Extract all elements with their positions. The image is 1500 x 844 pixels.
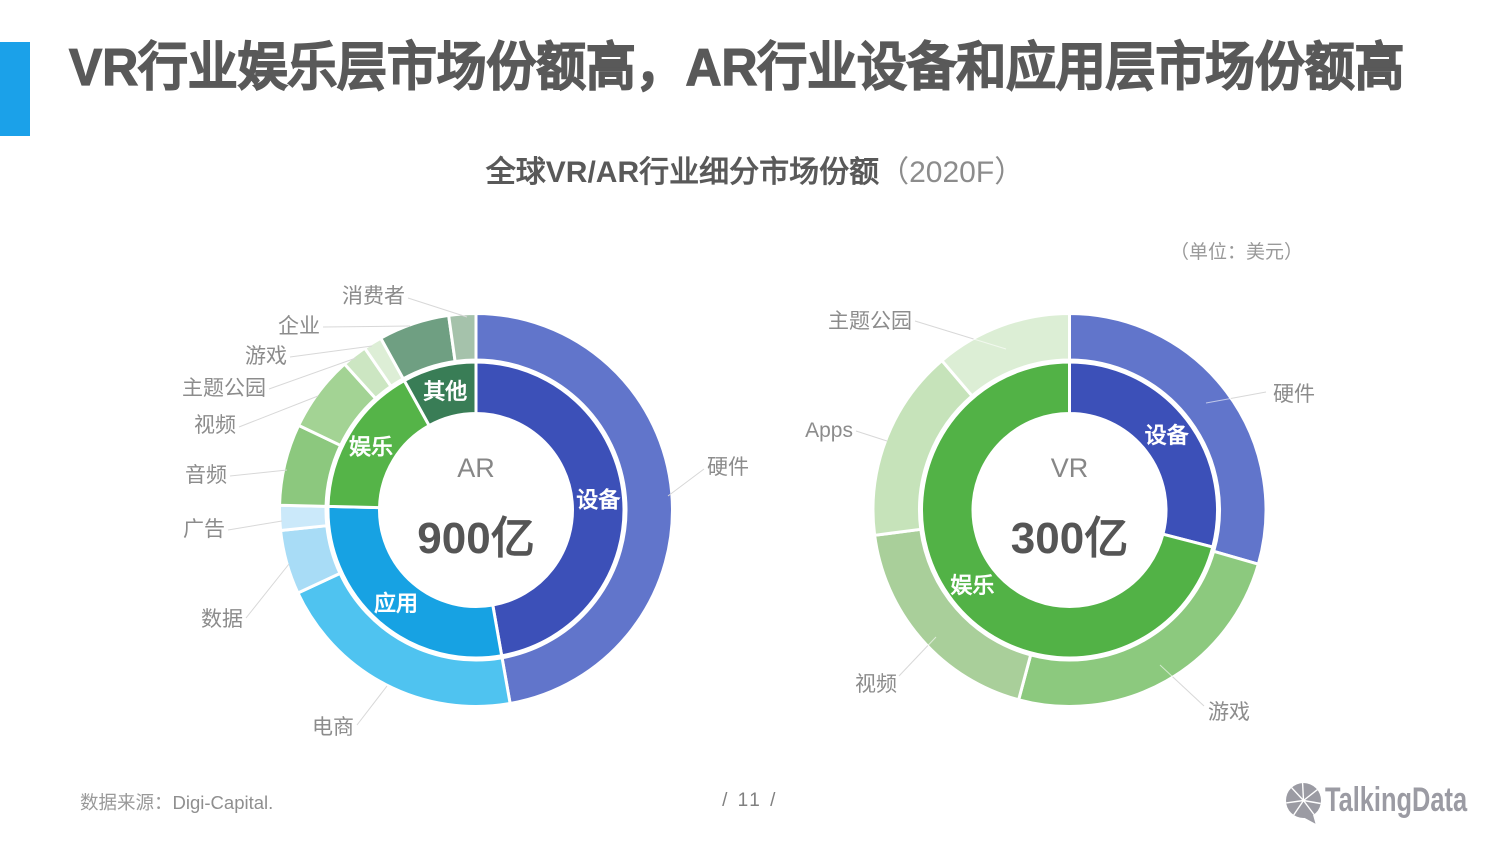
svg-text:游戏: 游戏 [245,345,287,368]
svg-text:AR: AR [457,453,495,483]
svg-text:广告: 广告 [183,518,225,541]
svg-text:硬件: 硬件 [707,456,749,479]
svg-text:音频: 音频 [185,464,227,487]
svg-text:设备: 设备 [1145,423,1190,448]
svg-text:娱乐: 娱乐 [349,434,393,459]
svg-text:其他: 其他 [423,379,467,404]
svg-text:900亿: 900亿 [417,514,534,563]
svg-text:硬件: 硬件 [1273,383,1315,406]
svg-text:企业: 企业 [278,315,320,338]
svg-text:主题公园: 主题公园 [828,310,912,333]
svg-text:电商: 电商 [312,716,354,739]
svg-text:娱乐: 娱乐 [950,573,994,598]
svg-text:视频: 视频 [194,414,236,437]
svg-text:数据: 数据 [201,608,243,631]
svg-text:视频: 视频 [855,673,897,696]
svg-text:300亿: 300亿 [1011,514,1128,563]
svg-text:游戏: 游戏 [1208,701,1250,724]
svg-text:Apps: Apps [805,419,853,442]
svg-text:应用: 应用 [374,591,418,616]
svg-text:VR: VR [1051,453,1089,483]
svg-text:设备: 设备 [576,487,621,512]
svg-text:主题公园: 主题公园 [182,377,266,400]
svg-text:消费者: 消费者 [342,285,405,308]
